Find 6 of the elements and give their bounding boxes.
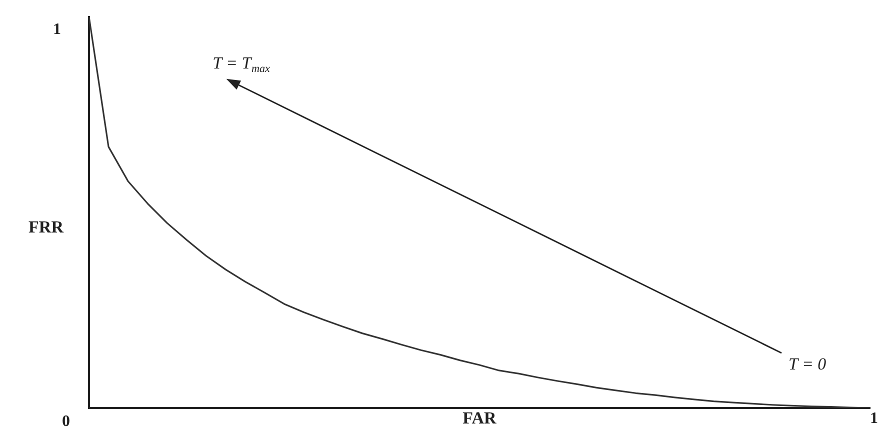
- x-axis-title: FAR: [462, 408, 498, 428]
- text: 1: [53, 21, 61, 38]
- text: 1: [870, 410, 878, 428]
- y-axis-title: FRR: [28, 218, 64, 237]
- annotation: T = 0: [788, 354, 827, 374]
- text: 0: [62, 413, 70, 430]
